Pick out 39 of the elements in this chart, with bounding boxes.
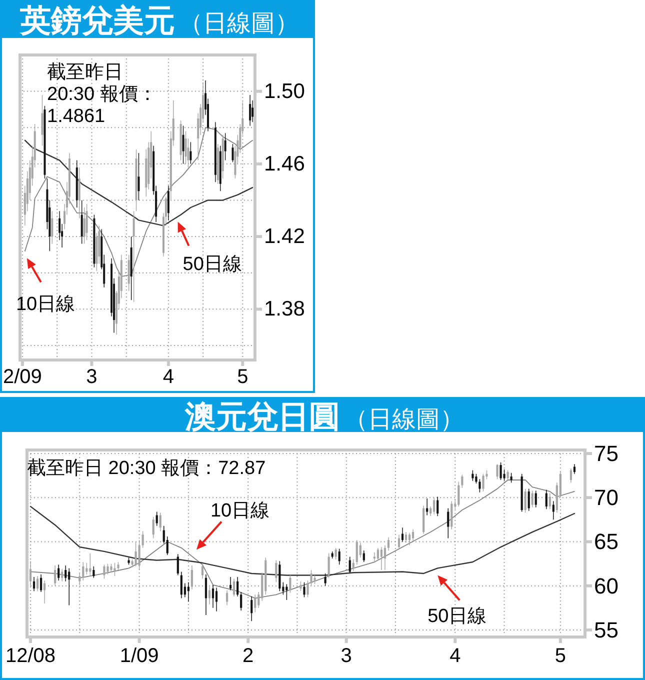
chart-title: 英鎊兌美元 [19, 3, 175, 38]
candlestick [380, 547, 383, 570]
y-tick-label: 65 [594, 529, 618, 554]
chart-subtitle: （日線圖） [179, 10, 299, 37]
candlestick [43, 580, 46, 604]
annotation: 截至昨日 20:30 報價： 1.4861 [47, 62, 157, 127]
x-tick-label: 4 [162, 366, 174, 388]
text: 10日線 [16, 294, 76, 316]
x-tick-label: 12/08 [5, 645, 56, 667]
y-tick-label: 55 [594, 617, 618, 642]
annotation: 截至昨日 20:30 報價：72.87 [27, 458, 266, 479]
series-label: 50日線 [428, 606, 487, 628]
x-tick-label: 2 [242, 645, 254, 667]
candlestick [426, 498, 428, 516]
x-tick-label: 5 [554, 645, 566, 667]
line-series [24, 127, 253, 277]
x-tick-label: 5 [237, 366, 248, 388]
x-tick-label: 3 [86, 366, 98, 388]
candlestick [68, 568, 70, 606]
x-tick-label: 2/09 [3, 366, 42, 388]
candlestick [373, 552, 376, 562]
y-tick-label: 60 [594, 573, 618, 598]
series-label: 50日線 [182, 254, 242, 275]
candlestick [229, 577, 232, 590]
y-tick-label: 1.38 [264, 298, 305, 321]
x-tick-label: 4 [450, 645, 461, 667]
chart-title: 澳元兌日圓 [184, 399, 340, 434]
x-tick-label: 3 [340, 645, 352, 667]
text: 10日線 [210, 500, 270, 522]
y-tick-label: 70 [594, 485, 618, 510]
candlestick [187, 582, 190, 602]
y-tick-label: 1.42 [264, 225, 305, 248]
y-tick-label: 1.50 [264, 80, 305, 103]
x-tick-label: 1/09 [120, 645, 159, 667]
line-series [24, 140, 254, 226]
y-tick-label: 1.46 [264, 152, 305, 176]
line-series [30, 480, 575, 599]
y-tick-label: 75 [594, 441, 618, 466]
chart-subtitle: （日線圖） [344, 406, 464, 433]
